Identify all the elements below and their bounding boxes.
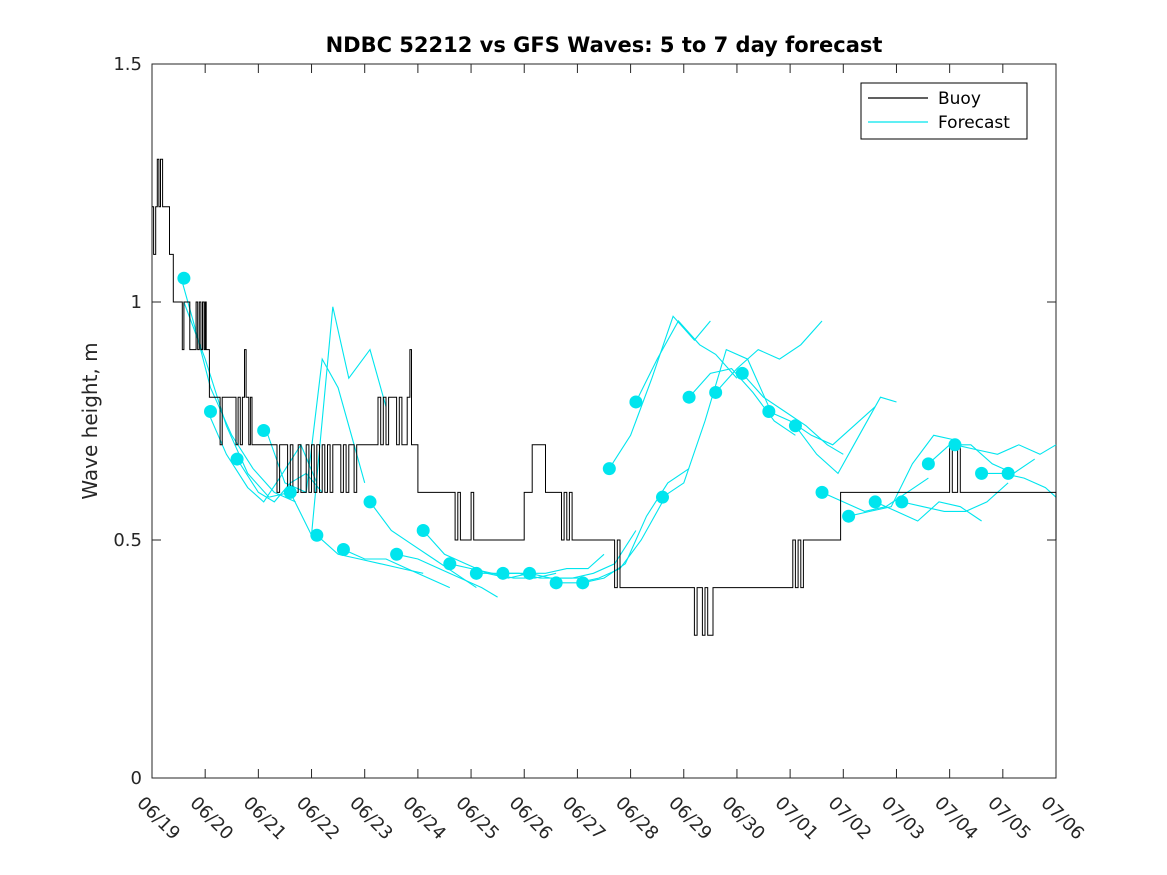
x-tick-label: 06/24 [398,793,450,845]
plot-area [151,63,1057,779]
legend-forecast-label: Forecast [938,113,1010,133]
x-tick-label: 06/23 [345,793,397,845]
forecast-line [848,434,956,517]
y-tick-label: 0 [131,768,142,789]
buoy-series [152,158,1057,636]
x-tick-label: 06/28 [611,793,663,845]
forecast-line [635,320,738,403]
x-tick-label: 06/27 [558,793,610,845]
forecast-marker [921,457,935,471]
forecast-marker [230,452,244,466]
forecast-marker [1001,466,1015,480]
forecast-marker [283,485,297,499]
forecast-marker [469,566,483,580]
y-tick-label: 0.5 [113,530,142,551]
forecast-marker [336,543,350,557]
forecast-marker [868,495,882,509]
forecast-line [180,278,296,503]
x-tick-label: 07/02 [824,793,876,845]
plot-frame [151,63,1057,779]
forecast-line [369,501,477,589]
forecast-line [715,320,823,393]
forecast-line [688,367,796,436]
forecast-line [741,373,844,455]
x-tick-label: 06/19 [132,793,184,845]
x-tick-label: 07/06 [1036,793,1088,845]
forecast-line [608,315,711,469]
forecast-line [954,444,1057,455]
forecast-marker [629,395,643,409]
forecast-marker [310,528,324,542]
forecast-marker [390,547,404,561]
legend: Buoy Forecast [860,82,1028,140]
forecast-marker [443,557,457,571]
forecast-line [662,348,770,498]
x-tick-label: 07/05 [983,793,1035,845]
forecast-line [901,482,1009,512]
forecast-marker [788,419,802,433]
x-tick-label: 06/30 [717,793,769,845]
forecast-line [981,472,1057,498]
forecast-line [503,553,605,574]
forecast-line [289,306,387,538]
forecast-line [874,501,982,522]
legend-box [860,82,1028,140]
x-tick-label: 06/29 [664,793,716,845]
x-tick-label: 06/25 [452,793,504,845]
forecast-marker [682,390,696,404]
x-tick-label: 07/01 [771,793,823,845]
forecast-marker [363,495,377,509]
forecast-line [768,406,876,446]
forecast-marker [815,485,829,499]
forecast-line [556,501,663,584]
forecast-marker [895,495,909,509]
forecast-marker [948,438,962,452]
legend-buoy-label: Buoy [938,89,981,109]
x-tick-label: 06/22 [292,793,344,845]
forecast-marker [203,404,217,418]
forecast-marker [416,523,430,537]
forecast-markers [177,271,1015,590]
forecast-marker [655,490,669,504]
buoy-line [152,158,1057,636]
forecast-line [821,477,929,512]
x-tick-label: 06/20 [186,793,238,845]
x-tick-label: 07/03 [877,793,929,845]
forecast-line [316,534,424,574]
forecast-marker [549,576,563,590]
forecast-marker [842,509,856,523]
forecast-line [582,468,690,584]
x-tick-label: 06/21 [239,793,291,845]
chart-title: NDBC 52212 vs GFS Waves: 5 to 7 day fore… [326,33,883,57]
y-axis-label: Wave height, m [78,342,102,499]
forecast-line [928,444,1036,475]
forecast-line [794,396,897,475]
x-tick-label: 07/04 [930,793,982,845]
forecast-line [396,553,498,598]
forecast-marker [709,385,723,399]
forecast-marker [602,462,616,476]
forecast-marker [735,366,749,380]
x-tick-label: 06/26 [505,793,557,845]
forecast-marker [975,466,989,480]
y-tick-label: 1 [131,292,142,313]
y-tick-label: 1.5 [113,54,142,75]
forecast-marker [496,566,510,580]
forecast-marker [257,424,271,438]
y-axis: 0 0.5 1 1.5 [113,54,1056,789]
forecast-line [529,530,637,579]
forecast-line [343,548,451,589]
forecast-marker [576,576,590,590]
forecast-marker [523,566,537,580]
forecast-marker [177,271,191,285]
forecast-marker [762,404,776,418]
